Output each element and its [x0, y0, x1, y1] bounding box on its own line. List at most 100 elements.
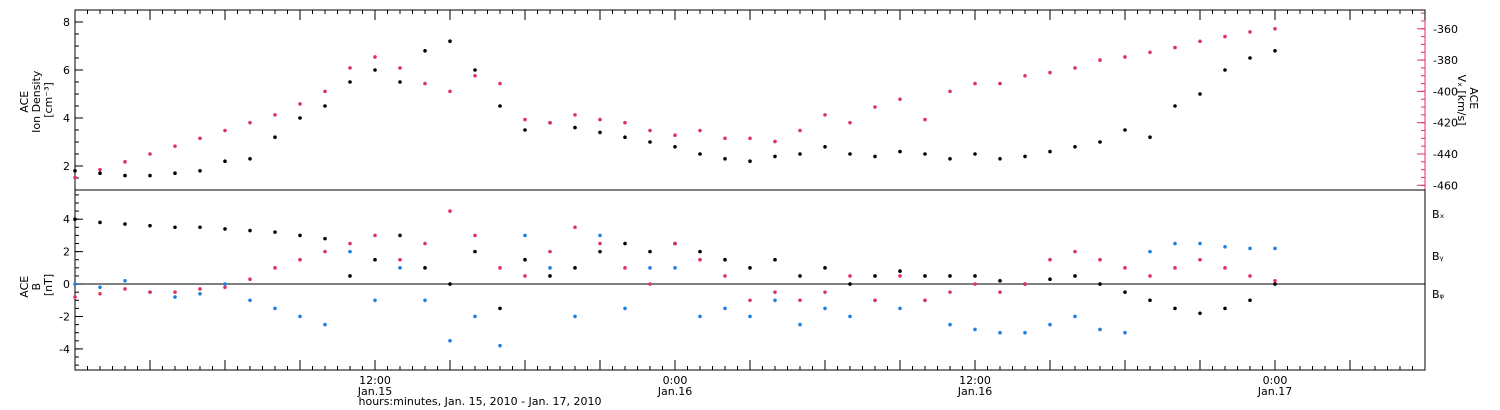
data-point — [898, 269, 902, 273]
data-point — [273, 230, 277, 234]
data-point — [1273, 279, 1277, 283]
data-point — [298, 233, 302, 238]
top-right-axis: -360 -380 -400 -420 -440 -460 — [1417, 10, 1458, 192]
data-point — [523, 117, 527, 122]
data-point — [1123, 266, 1127, 270]
data-point — [473, 73, 477, 78]
y2-tick-label: -380 — [1433, 54, 1458, 67]
data-point — [848, 120, 852, 125]
data-point — [123, 160, 127, 164]
data-point — [1273, 246, 1277, 251]
data-point — [348, 249, 352, 254]
bottom-panel-series — [73, 209, 1277, 348]
data-point — [648, 282, 652, 286]
data-point — [348, 66, 352, 70]
data-point — [73, 217, 77, 221]
data-point — [373, 257, 377, 262]
x-tick-label: Jan.17 — [1257, 385, 1292, 398]
data-point — [398, 257, 402, 262]
x-tick-label: 12:00 — [359, 374, 391, 387]
data-point — [673, 266, 677, 270]
y-tick-label: 6 — [63, 64, 70, 77]
data-point — [723, 257, 727, 262]
data-point — [473, 249, 477, 254]
y-tick-label: -4 — [59, 343, 70, 356]
data-point — [1048, 277, 1052, 281]
data-point — [748, 266, 752, 270]
data-point — [1098, 327, 1102, 332]
data-point — [548, 120, 552, 125]
data-point — [1248, 246, 1252, 251]
data-point — [198, 136, 202, 141]
data-point — [323, 89, 327, 94]
data-point — [73, 175, 77, 180]
data-point — [873, 154, 877, 159]
bottom-panel-frame — [74, 189, 1426, 371]
data-point — [248, 120, 252, 125]
data-point — [1073, 145, 1077, 149]
data-point — [798, 128, 802, 133]
legend-entry: Bᵩ — [1432, 288, 1445, 301]
data-point — [148, 290, 152, 294]
data-point — [948, 157, 952, 161]
data-point — [298, 116, 302, 120]
data-point — [1023, 282, 1027, 286]
data-point — [73, 282, 77, 286]
data-point — [423, 81, 427, 86]
data-point — [1148, 249, 1152, 254]
y2-tick-label: -440 — [1433, 148, 1458, 161]
data-point — [1198, 257, 1202, 262]
data-point — [398, 66, 402, 70]
data-point — [1248, 274, 1252, 278]
data-point — [148, 173, 152, 178]
data-point — [1173, 45, 1177, 50]
data-point — [373, 298, 377, 303]
data-point — [1223, 68, 1227, 72]
data-point — [648, 128, 652, 133]
data-point — [473, 314, 477, 319]
data-point — [323, 249, 327, 254]
data-point — [273, 113, 277, 117]
x-tick-label: 0:00 — [663, 374, 688, 387]
data-point — [1198, 311, 1202, 316]
data-point — [723, 157, 727, 161]
y-tick-label: 4 — [63, 112, 70, 125]
data-point — [898, 274, 902, 278]
data-point — [598, 249, 602, 254]
data-point — [1198, 92, 1202, 96]
data-point — [348, 241, 352, 246]
data-point — [723, 306, 727, 311]
y-tick-label: 8 — [63, 16, 70, 29]
data-point — [448, 339, 452, 343]
magnetic-field-panel: 420-2-4 12:00Jan.150:00Jan.1612:00Jan.16… — [18, 10, 1445, 408]
data-point — [1123, 290, 1127, 294]
data-point — [823, 290, 827, 294]
data-point — [648, 140, 652, 144]
data-point — [1023, 73, 1027, 78]
data-point — [123, 287, 127, 291]
data-point — [573, 113, 577, 117]
bottom-left-axis-title-line: ACE — [18, 276, 31, 298]
data-point — [623, 306, 627, 311]
data-point — [973, 274, 977, 278]
data-point — [1248, 30, 1252, 34]
data-point — [623, 120, 627, 125]
data-point — [1273, 282, 1277, 286]
data-point — [223, 282, 227, 286]
y2-tick-label: -400 — [1433, 85, 1458, 98]
y-tick-label: 4 — [63, 213, 70, 226]
data-point — [598, 241, 602, 246]
data-point — [748, 136, 752, 141]
data-point — [248, 157, 252, 161]
top-panel-series — [73, 26, 1277, 180]
top-left-axis: 2 4 6 8 — [63, 16, 83, 179]
data-point — [273, 306, 277, 311]
data-point — [898, 149, 902, 154]
top-left-axis-title-line: ACE — [18, 91, 31, 113]
data-point — [873, 298, 877, 303]
x-tick-label: Jan.16 — [657, 385, 692, 398]
data-point — [523, 274, 527, 278]
data-point — [173, 171, 177, 175]
bottom-left-axis-title-line: B — [30, 283, 43, 291]
data-point — [698, 249, 702, 254]
